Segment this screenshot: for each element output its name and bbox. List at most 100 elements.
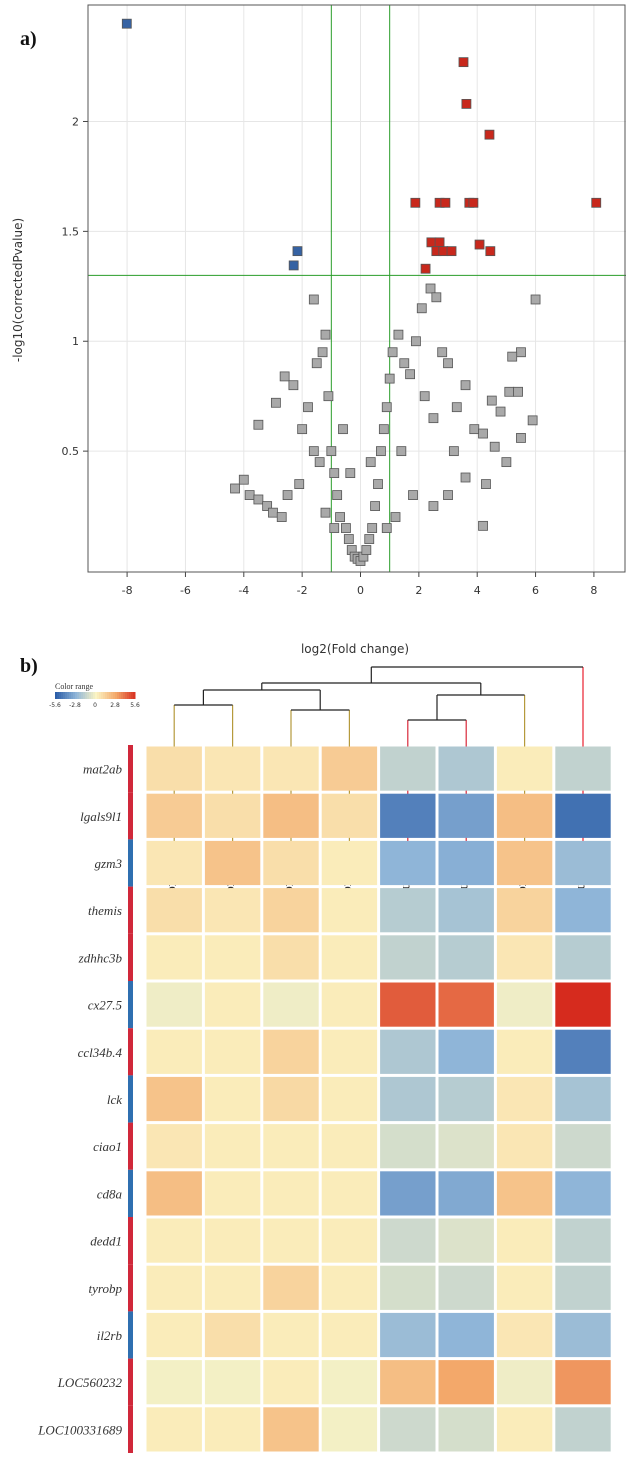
point bbox=[330, 524, 339, 533]
row-label: LOC560232 bbox=[57, 1375, 123, 1390]
row-color-bar bbox=[128, 981, 133, 1028]
point bbox=[531, 295, 540, 304]
heatmap-cell bbox=[205, 1171, 260, 1215]
heatmap-cell bbox=[555, 794, 610, 838]
row-label: mat2ab bbox=[83, 762, 123, 777]
x-tick-label: 8 bbox=[590, 584, 597, 597]
y-tick-label: 2 bbox=[72, 115, 79, 128]
point bbox=[327, 447, 336, 456]
heatmap-cell bbox=[439, 1171, 494, 1215]
point bbox=[271, 398, 280, 407]
heatmap-cell bbox=[439, 935, 494, 979]
heatmap-cell bbox=[555, 1360, 610, 1404]
heatmap-cell bbox=[380, 1360, 435, 1404]
heatmap-cell bbox=[497, 747, 552, 791]
heatmap-cell bbox=[322, 935, 377, 979]
heatmap-cell bbox=[380, 1124, 435, 1168]
point bbox=[341, 524, 350, 533]
point bbox=[385, 374, 394, 383]
point bbox=[592, 198, 601, 207]
heatmap-cell bbox=[380, 747, 435, 791]
heatmap-cell bbox=[263, 1313, 318, 1357]
point bbox=[303, 403, 312, 412]
point bbox=[528, 416, 537, 425]
heatmap-cell bbox=[555, 1266, 610, 1310]
row-label: gzm3 bbox=[95, 856, 123, 871]
heatmap-cell bbox=[439, 1077, 494, 1121]
point bbox=[429, 502, 438, 511]
heatmap-cell bbox=[147, 1313, 202, 1357]
point bbox=[459, 58, 468, 67]
x-tick-label: -2 bbox=[297, 584, 308, 597]
point bbox=[417, 304, 426, 313]
heatmap-cell bbox=[147, 747, 202, 791]
heatmap-cell bbox=[147, 1124, 202, 1168]
heatmap-cell bbox=[380, 1171, 435, 1215]
point bbox=[449, 447, 458, 456]
heatmap-cell bbox=[497, 1219, 552, 1263]
heatmap-cell bbox=[263, 794, 318, 838]
heatmap-cell bbox=[147, 983, 202, 1027]
point bbox=[366, 458, 375, 467]
point bbox=[318, 348, 327, 357]
row-color-bar bbox=[128, 1170, 133, 1217]
row-label: cx27.5 bbox=[88, 998, 123, 1013]
heatmap-cell bbox=[263, 1407, 318, 1451]
point bbox=[486, 247, 495, 256]
row-color-bar bbox=[128, 1028, 133, 1075]
point bbox=[452, 403, 461, 412]
heatmap-cell bbox=[263, 1266, 318, 1310]
point bbox=[388, 348, 397, 357]
heatmap-cell bbox=[380, 983, 435, 1027]
x-tick-label: -6 bbox=[180, 584, 191, 597]
heatmap-cell bbox=[322, 747, 377, 791]
point bbox=[479, 429, 488, 438]
heatmap-cell bbox=[322, 1124, 377, 1168]
heatmap-cell bbox=[497, 1360, 552, 1404]
heatmap-cell bbox=[322, 888, 377, 932]
panel-label: b) bbox=[20, 655, 38, 677]
heatmap-cell bbox=[439, 747, 494, 791]
heatmap-cell bbox=[147, 888, 202, 932]
heatmap-cell bbox=[263, 1171, 318, 1215]
heatmap-cell bbox=[205, 794, 260, 838]
point bbox=[371, 502, 380, 511]
point bbox=[485, 130, 494, 139]
point bbox=[400, 359, 409, 368]
row-label: cd8a bbox=[97, 1186, 123, 1201]
point bbox=[336, 513, 345, 522]
x-tick-label: 0 bbox=[357, 584, 364, 597]
heatmap-cell bbox=[555, 888, 610, 932]
row-label: lck bbox=[107, 1092, 122, 1107]
heatmap-cell bbox=[322, 1171, 377, 1215]
row-color-bar bbox=[128, 1075, 133, 1122]
heatmap-cell bbox=[497, 1124, 552, 1168]
panel-label: a) bbox=[20, 28, 37, 50]
point bbox=[362, 546, 371, 555]
heatmap-cell bbox=[439, 1266, 494, 1310]
heatmap-cell bbox=[263, 1030, 318, 1074]
heatmap-cell bbox=[380, 1077, 435, 1121]
heatmap-cell bbox=[322, 983, 377, 1027]
x-tick-label: -8 bbox=[122, 584, 133, 597]
heatmap-cell bbox=[439, 841, 494, 885]
heatmap-cell bbox=[555, 1219, 610, 1263]
row-label: ciao1 bbox=[93, 1139, 122, 1154]
colorbar-tick-label: -5.6 bbox=[49, 702, 61, 709]
row-color-bar bbox=[128, 1217, 133, 1264]
heatmap-cell bbox=[147, 1077, 202, 1121]
heatmap-cell bbox=[439, 1407, 494, 1451]
point bbox=[283, 491, 292, 500]
heatmap-cell bbox=[263, 1360, 318, 1404]
heatmap-cell bbox=[147, 1030, 202, 1074]
heatmap-cell bbox=[497, 841, 552, 885]
heatmap-cell bbox=[263, 1077, 318, 1121]
row-label: themis bbox=[88, 903, 122, 918]
row-color-bar bbox=[128, 934, 133, 981]
heatmap-cell bbox=[322, 1077, 377, 1121]
heatmap-cell bbox=[439, 1219, 494, 1263]
point bbox=[409, 491, 418, 500]
heatmap-cell bbox=[263, 1124, 318, 1168]
heatmap-cell bbox=[380, 1407, 435, 1451]
heatmap-cell bbox=[555, 747, 610, 791]
